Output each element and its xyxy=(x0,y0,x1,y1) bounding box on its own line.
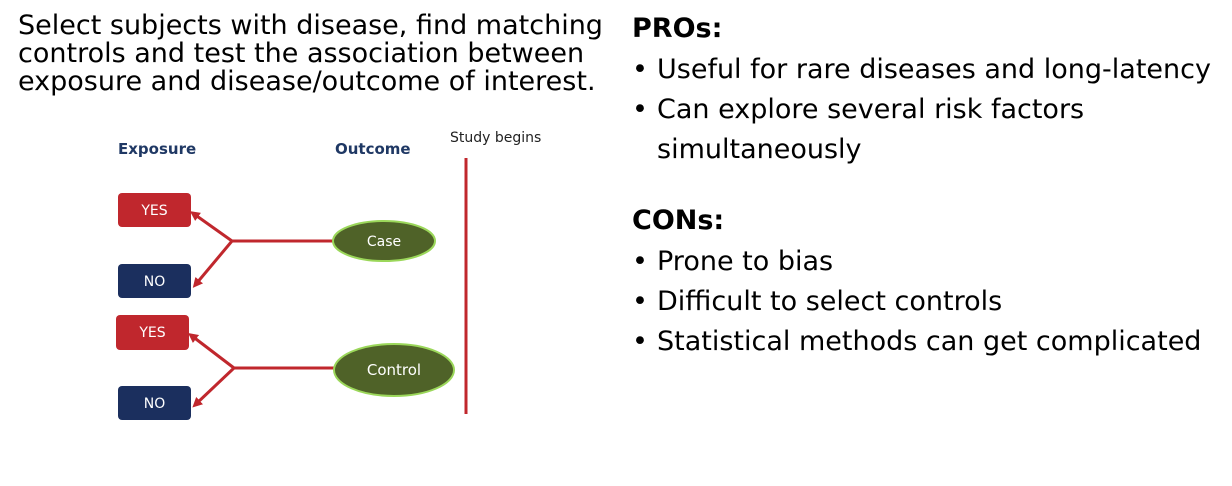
bullet-icon: • xyxy=(632,246,648,277)
cons-item-1: Prone to bias xyxy=(657,246,834,277)
exposure-heading: Exposure xyxy=(118,140,196,158)
case-to-yes-arrow xyxy=(189,211,233,243)
study-begins-label: Study begins xyxy=(450,130,541,146)
bullet-icon: • xyxy=(632,54,648,85)
bullet-icon: • xyxy=(632,326,648,357)
cons-item-3: Statistical methods can get complicated xyxy=(657,326,1202,357)
intro-line-3: exposure and disease/outcome of interest… xyxy=(18,66,596,97)
pros-heading: PROs: xyxy=(632,13,723,44)
pros-list: • Useful for rare diseases and long-laten… xyxy=(632,50,1232,170)
control-yes-label: YES xyxy=(138,325,165,341)
pros-item-2: Can explore several risk factors simulta… xyxy=(657,94,1085,165)
case-yes-label: YES xyxy=(140,203,167,219)
case-no-label: NO xyxy=(144,274,166,290)
list-item: • Prone to bias xyxy=(632,242,1232,282)
case-yes-box: YES xyxy=(118,193,191,227)
control-no-box: NO xyxy=(118,386,191,420)
control-label: Control xyxy=(367,361,421,379)
intro-line-1: Select subjects with disease, find match… xyxy=(18,10,603,41)
pros-section: PROs: • Useful for rare diseases and long… xyxy=(632,12,1232,170)
list-item: • Difficult to select controls xyxy=(632,282,1232,322)
control-ellipse: Control xyxy=(333,343,455,397)
pros-item-1: Useful for rare diseases and long-latenc… xyxy=(657,54,1211,85)
control-no-label: NO xyxy=(144,396,166,412)
pros-cons-panel: PROs: • Useful for rare diseases and long… xyxy=(632,12,1232,362)
list-item: • Can explore several risk factors simult… xyxy=(632,90,1127,170)
control-to-yes-arrow xyxy=(188,332,235,370)
outcome-heading: Outcome xyxy=(335,140,411,158)
bullet-icon: • xyxy=(632,286,648,317)
cons-heading: CONs: xyxy=(632,205,725,236)
control-to-no-arrow xyxy=(192,366,236,408)
case-label: Case xyxy=(367,234,401,250)
case-to-no-arrow xyxy=(192,240,234,288)
intro-line-2: controls and test the association betwee… xyxy=(18,38,585,69)
case-ellipse: Case xyxy=(332,220,436,262)
cons-section: CONs: • Prone to bias • Difficult to selec… xyxy=(632,204,1232,362)
list-item: • Useful for rare diseases and long-laten… xyxy=(632,50,1232,90)
list-item: • Statistical methods can get complicated xyxy=(632,322,1232,362)
case-no-box: NO xyxy=(118,264,191,298)
cons-list: • Prone to bias • Difficult to select cont… xyxy=(632,242,1232,362)
cons-item-2: Difficult to select controls xyxy=(657,286,1003,317)
intro-text: Select subjects with disease, find match… xyxy=(18,12,618,96)
bullet-icon: • xyxy=(632,94,648,125)
case-control-diagram: Exposure Outcome Study begins YES NO YES… xyxy=(116,130,541,420)
control-yes-box: YES xyxy=(116,315,189,350)
